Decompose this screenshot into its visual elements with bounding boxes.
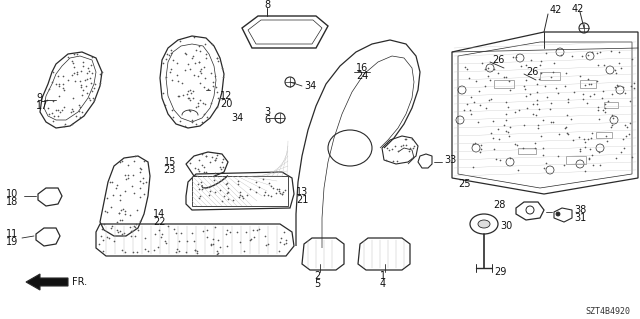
Text: 22: 22 (153, 217, 166, 227)
Text: 20: 20 (220, 99, 232, 109)
Text: 16: 16 (356, 63, 368, 73)
Text: 3: 3 (264, 107, 270, 117)
Text: 11: 11 (6, 229, 19, 239)
Text: 12: 12 (220, 91, 232, 101)
Text: 29: 29 (494, 267, 506, 277)
Text: 42: 42 (572, 4, 584, 14)
Text: 42: 42 (550, 5, 563, 15)
Ellipse shape (478, 220, 490, 228)
Text: 28: 28 (493, 200, 506, 210)
Text: 6: 6 (264, 115, 270, 125)
Text: 26: 26 (526, 67, 538, 77)
Bar (192, 176, 288, 206)
Text: 13: 13 (296, 187, 308, 197)
Polygon shape (26, 274, 68, 290)
Ellipse shape (556, 212, 560, 216)
Text: 2: 2 (314, 271, 320, 281)
Bar (494, 80, 514, 88)
Bar (540, 72, 560, 80)
Text: 9: 9 (36, 93, 42, 103)
Text: 23: 23 (164, 165, 176, 175)
Text: 26: 26 (492, 55, 504, 65)
Text: SZT4B4920: SZT4B4920 (585, 308, 630, 316)
Text: 4: 4 (380, 279, 386, 289)
Bar (596, 132, 612, 138)
Text: 31: 31 (574, 213, 586, 223)
Bar (580, 80, 596, 88)
Text: 10: 10 (6, 189, 19, 199)
Bar (604, 102, 618, 108)
Text: 5: 5 (314, 279, 320, 289)
Text: 38: 38 (574, 205, 586, 215)
Text: 1: 1 (380, 271, 386, 281)
Text: 34: 34 (304, 81, 316, 91)
Text: 21: 21 (296, 195, 308, 205)
Text: 33: 33 (444, 155, 456, 165)
Text: 18: 18 (6, 197, 19, 207)
Text: 15: 15 (164, 157, 176, 167)
Bar (566, 156, 586, 164)
Text: 19: 19 (6, 237, 19, 247)
Text: 24: 24 (356, 71, 369, 81)
Text: 8: 8 (264, 0, 270, 10)
Bar (518, 148, 536, 154)
Text: 25: 25 (458, 179, 470, 189)
Text: 30: 30 (500, 221, 512, 231)
Text: 17: 17 (36, 101, 49, 111)
Text: 34: 34 (232, 113, 244, 123)
Text: FR.: FR. (72, 277, 87, 287)
Text: 14: 14 (153, 209, 165, 219)
